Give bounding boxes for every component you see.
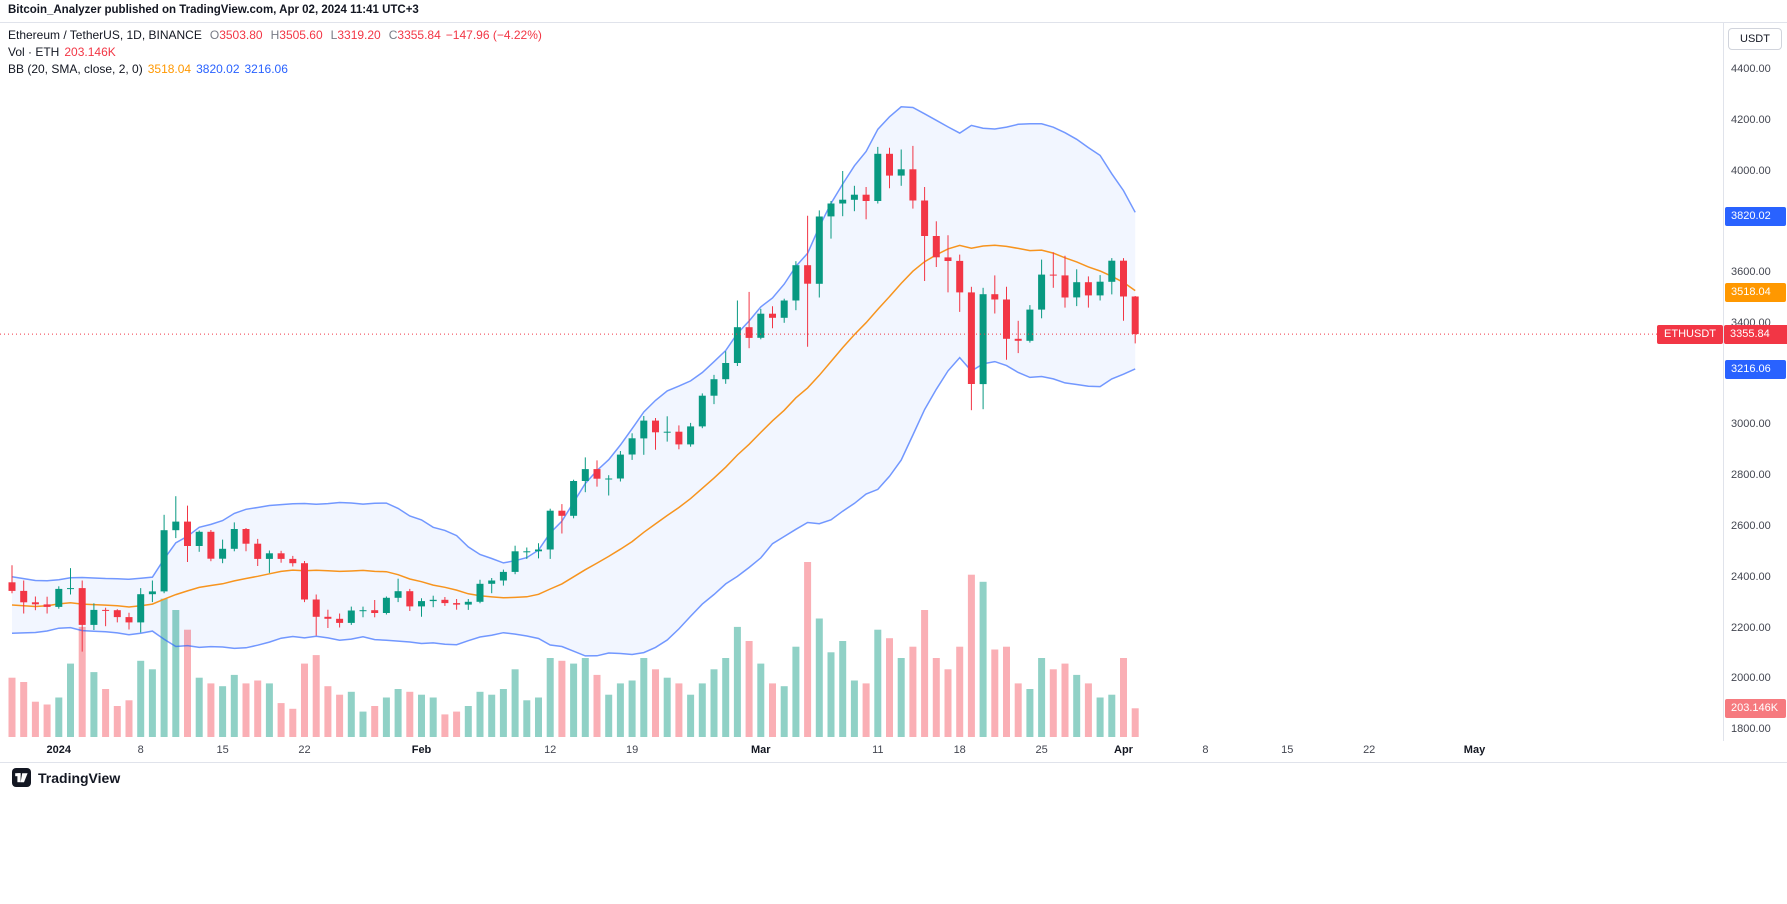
time-tick-label: 19: [625, 744, 639, 756]
bb-upper-value: 3820.02: [196, 61, 240, 76]
low-value: 3319.20: [337, 27, 381, 42]
time-tick-label: 22: [298, 744, 311, 756]
high-label: H: [270, 27, 280, 42]
price-tick-label: 2400.00: [1731, 570, 1771, 583]
price-tick-label: 3000.00: [1731, 418, 1771, 431]
bb-legend-row: BB (20, SMA, close, 2, 0) 3518.04 3820.0…: [8, 60, 542, 77]
high-value: 3505.60: [279, 27, 323, 42]
tradingview-logo-icon: [12, 768, 31, 787]
price-tick-label: 4400.00: [1731, 63, 1771, 75]
chart-panel: Ethereum / TetherUS, 1D, BINANCE O3503.8…: [0, 22, 1787, 741]
time-tick-label: Feb: [411, 744, 432, 756]
bb-basis-value: 3518.04: [147, 61, 192, 76]
time-tick-label: 8: [1202, 744, 1209, 756]
price-tick-label: 4000.00: [1731, 164, 1771, 177]
time-tick-label: 11: [872, 744, 884, 756]
bb-lower-badge: 3216.06: [1725, 360, 1786, 379]
tradingview-logo[interactable]: [12, 768, 31, 787]
price-axis[interactable]: USDT 4400.004200.004000.003800.003600.00…: [1723, 23, 1787, 741]
time-axis[interactable]: 2024 8 15 22 Feb 12 19 Mar 11 18 25 Apr 8 15 22 May: [0, 740, 1787, 762]
price-tick-label: 2800.00: [1731, 469, 1771, 482]
volume-badge: 203.146K: [1725, 698, 1786, 718]
time-tick-label: 15: [1281, 744, 1294, 756]
symbol-legend-row: Ethereum / TetherUS, 1D, BINANCE O3503.8…: [8, 26, 542, 43]
price-tick-label: 2600.00: [1731, 519, 1771, 532]
time-tick-label: May: [1463, 744, 1486, 756]
time-tick-label: 12: [544, 744, 557, 756]
bb-upper-badge: 3820.02: [1725, 206, 1786, 226]
time-tick-label: Apr: [1114, 744, 1133, 756]
open-label: O: [209, 27, 220, 42]
time-tick-label: 22: [1363, 744, 1376, 756]
bb-lower-value: 3216.06: [244, 61, 288, 76]
time-tick-label: Mar: [751, 744, 771, 756]
bb-indicator-label[interactable]: BB (20, SMA, close, 2, 0): [8, 61, 143, 76]
low-label: L: [330, 27, 338, 42]
currency-toggle-button[interactable]: USDT: [1728, 28, 1782, 50]
close-value: 3355.84: [397, 27, 441, 42]
footer-bar: TradingView: [0, 762, 1787, 792]
publish-attribution: Bitcoin_Analyzer published on TradingVie…: [8, 4, 419, 16]
symbol-chip: ETHUSDT: [1657, 324, 1723, 344]
time-tick-label: 8: [137, 744, 144, 756]
volume-legend-row: Vol · ETH 203.146K: [8, 43, 542, 60]
last-price-badge: ETHUSDT 3355.84: [1657, 324, 1787, 344]
symbol-description[interactable]: Ethereum / TetherUS, 1D, BINANCE: [8, 27, 202, 42]
time-tick-label: 25: [1035, 744, 1048, 756]
time-tick-label: 15: [216, 744, 229, 756]
chart-legend: Ethereum / TetherUS, 1D, BINANCE O3503.8…: [8, 26, 542, 77]
price-tick-label: 4200.00: [1731, 113, 1771, 126]
tradingview-brand[interactable]: TradingView: [38, 769, 121, 786]
chart-canvas[interactable]: [0, 23, 1723, 741]
time-tick-label: 2024: [46, 744, 72, 756]
last-price-chip: 3355.84: [1724, 324, 1787, 344]
price-tick-label: 3600.00: [1731, 266, 1771, 279]
volume-value: 203.146K: [64, 44, 116, 59]
price-tick-label: 1800.00: [1731, 723, 1771, 735]
volume-indicator-label[interactable]: Vol · ETH: [8, 44, 60, 59]
time-tick-label: 18: [953, 744, 966, 756]
price-tick-label: 2000.00: [1731, 672, 1771, 685]
price-tick-label: 2200.00: [1731, 621, 1771, 634]
bb-basis-badge: 3518.04: [1725, 283, 1786, 303]
price-chart[interactable]: Ethereum / TetherUS, 1D, BINANCE O3503.8…: [0, 23, 1723, 741]
open-value: 3503.80: [219, 27, 263, 42]
close-label: C: [388, 27, 398, 42]
change-value: −147.96 (−4.22%): [445, 27, 542, 42]
